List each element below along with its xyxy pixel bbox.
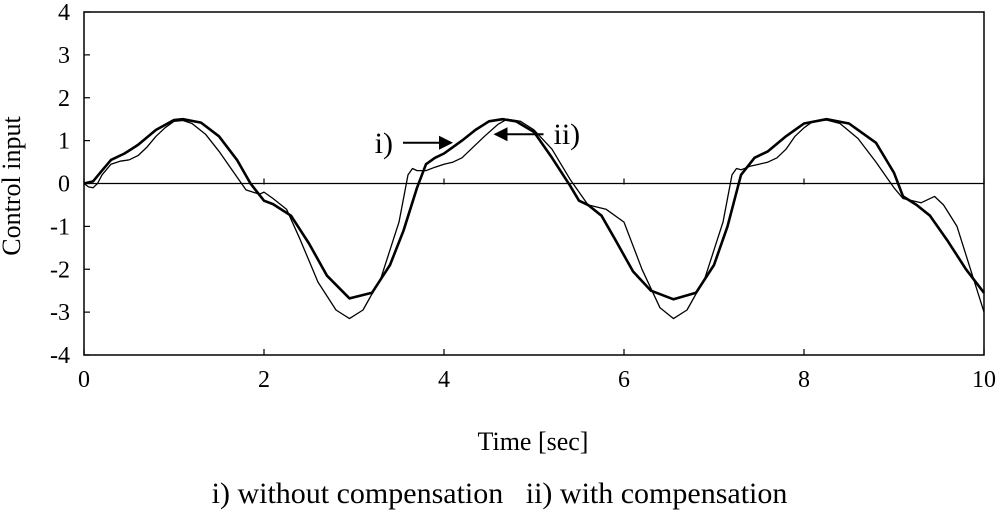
x-tick-label: 6 [618, 367, 630, 393]
y-tick-label: -3 [50, 300, 70, 326]
y-axis-label: Control input [0, 116, 26, 256]
y-tick-labels: 4 3 2 1 0 -1 -2 -3 -4 [50, 0, 70, 369]
x-tick-label: 4 [438, 367, 450, 393]
x-tick-label: 2 [258, 367, 270, 393]
y-tick-label: 0 [58, 172, 70, 198]
annotation-label-1: i) [375, 127, 393, 160]
y-tick-label: -2 [50, 257, 70, 283]
x-tick-label: 8 [798, 367, 810, 393]
annotation-arrowhead-1 [439, 135, 453, 150]
annotation-arrowhead-2 [493, 127, 508, 142]
x-tick-label: 0 [78, 367, 90, 393]
plot-area [83, 11, 986, 356]
x-tick-labels: 0 2 4 6 8 10 [78, 367, 996, 393]
series-line-i [83, 118, 985, 320]
y-tick-label: -4 [50, 343, 70, 369]
y-tick-label: 2 [58, 86, 70, 112]
y-tick-label: -1 [50, 214, 70, 240]
series-line-ii [83, 117, 986, 301]
annotation-label-2: ii) [554, 118, 581, 151]
y-tick-label: 1 [58, 129, 70, 155]
figure-caption: i) without compensation ii) with compens… [211, 477, 788, 510]
y-tick-label: 4 [58, 0, 70, 26]
y-tick-label: 3 [58, 43, 70, 69]
x-axis-label: Time [sec] [478, 427, 589, 456]
x-tick-label: 10 [972, 367, 996, 393]
annotations: i) ii) [375, 118, 581, 160]
